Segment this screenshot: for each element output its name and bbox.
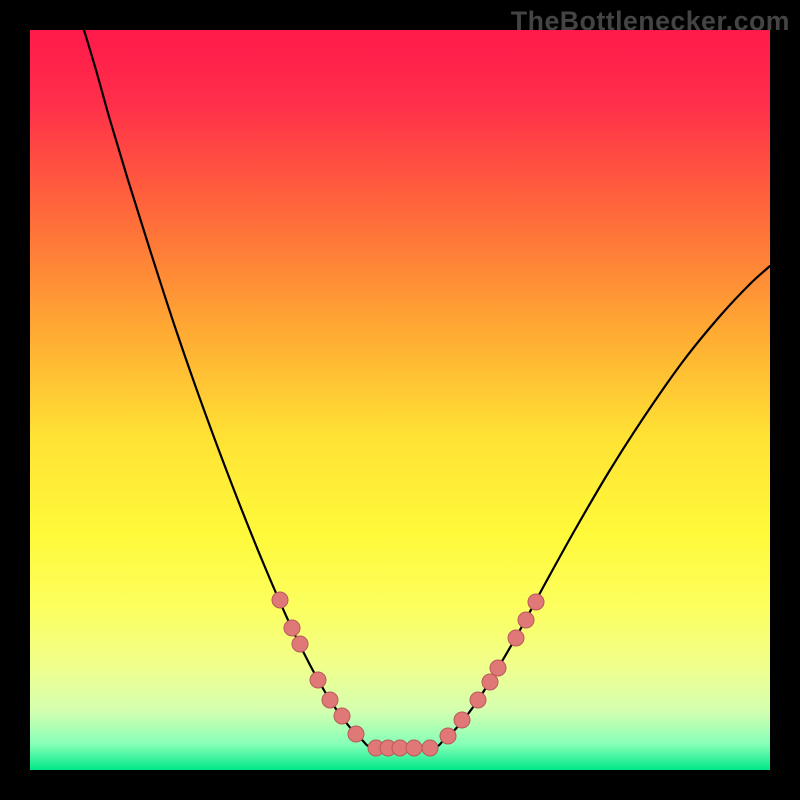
curve-marker [334,708,350,724]
curve-marker [322,692,338,708]
curve-marker [470,692,486,708]
curve-marker [284,620,300,636]
curve-marker [406,740,422,756]
curve-marker [528,594,544,610]
curve-marker [422,740,438,756]
curve-marker [490,660,506,676]
curve-marker [292,636,308,652]
bottleneck-curve-chart [0,0,800,800]
gradient-background [30,30,770,770]
curve-marker [310,672,326,688]
curve-marker [440,728,456,744]
curve-marker [508,630,524,646]
curve-marker [272,592,288,608]
plot-area [30,30,770,770]
curve-marker [482,674,498,690]
curve-marker [348,726,364,742]
chart-stage: TheBottlenecker.com [0,0,800,800]
watermark-text: TheBottlenecker.com [511,6,790,37]
curve-marker [454,712,470,728]
curve-marker [518,612,534,628]
